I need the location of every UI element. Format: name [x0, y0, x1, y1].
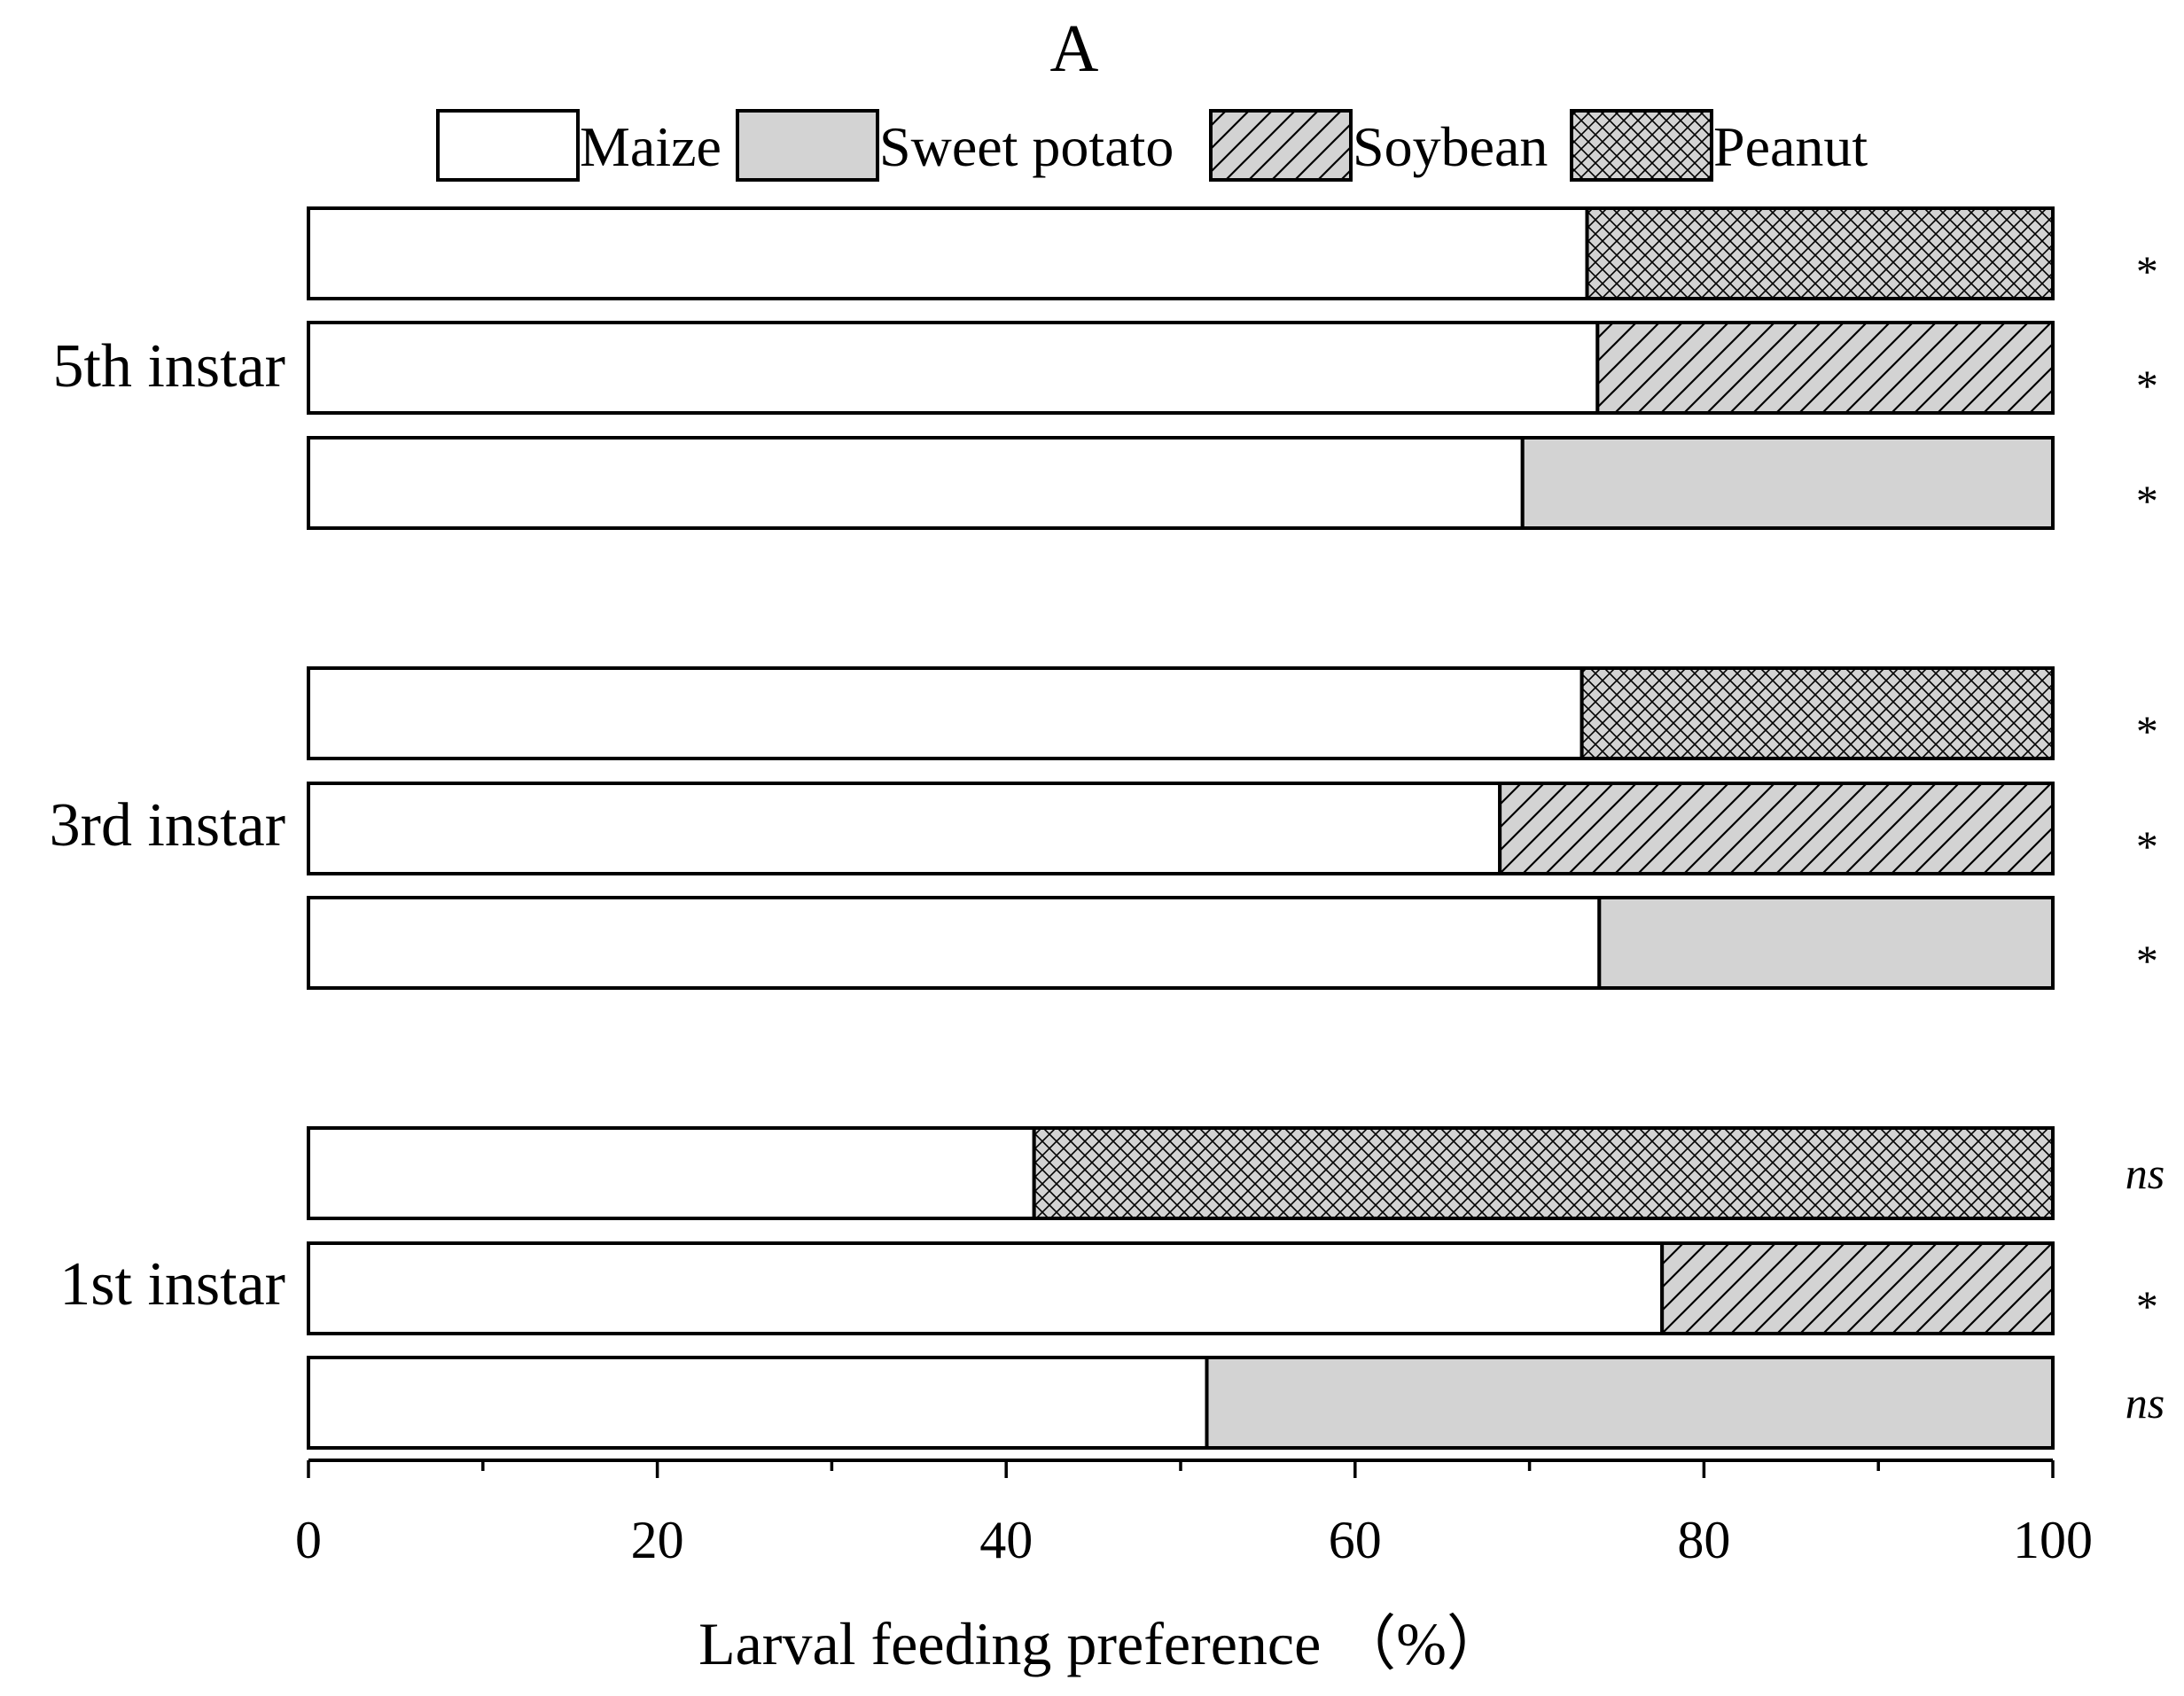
- legend-label-peanut: Peanut: [1713, 115, 1868, 178]
- bar-segment-sweet-potato: [1597, 896, 2055, 990]
- significance-label: *: [2134, 1281, 2157, 1331]
- bar-segment-maize: [307, 1241, 1665, 1335]
- bar-segment-sweet-potato: [1520, 436, 2055, 530]
- significance-labels: * * * * * * ns * ns: [2126, 246, 2164, 1428]
- x-tick-label: 20: [631, 1511, 684, 1569]
- bar-segment-soybean: [1660, 1241, 2055, 1335]
- significance-label: *: [2134, 476, 2157, 525]
- legend-swatch-maize: [436, 109, 580, 182]
- bar-segment-sweet-potato: [1205, 1356, 2055, 1450]
- x-tick-label: 0: [295, 1511, 322, 1569]
- bar-segment-soybean: [1595, 321, 2055, 415]
- x-tick-label: 100: [2013, 1511, 2093, 1569]
- panel-label: A: [1050, 12, 1099, 86]
- significance-label: *: [2134, 821, 2157, 871]
- x-tick-label: 40: [979, 1511, 1033, 1569]
- legend: Maize Sweet potato Soybean Peanut: [436, 109, 1868, 182]
- significance-label: *: [2134, 246, 2157, 296]
- bar-segment-maize: [307, 321, 1600, 415]
- bar-segment-peanut: [1585, 206, 2055, 300]
- group-label: 3rd instar: [50, 791, 285, 860]
- group-label: 5th instar: [53, 332, 285, 401]
- legend-label-soybean: Soybean: [1353, 115, 1548, 178]
- bar-segment-maize: [307, 896, 1602, 990]
- bar-segment-maize: [307, 206, 1589, 300]
- x-axis-title: Larval feeding preference （%）: [698, 1610, 1507, 1677]
- legend-swatch-peanut: [1570, 109, 1713, 182]
- bar-segment-peanut: [1032, 1126, 2055, 1220]
- x-axis: 0 20 40 60 80 100: [295, 1459, 2093, 1569]
- legend-swatch-soybean: [1209, 109, 1353, 182]
- bar-segment-soybean: [1498, 782, 2055, 875]
- significance-label: ns: [2126, 1148, 2164, 1198]
- legend-label-maize: Maize: [580, 115, 722, 178]
- bar-segment-maize: [307, 436, 1525, 530]
- significance-label: *: [2134, 706, 2157, 756]
- legend-swatch-sweet-potato: [736, 109, 879, 182]
- group-label: 1st instar: [59, 1250, 285, 1319]
- bar-segment-maize: [307, 1126, 1036, 1220]
- group-labels: 5th instar 3rd instar 1st instar: [50, 332, 285, 1319]
- significance-label: ns: [2126, 1378, 2164, 1428]
- bar-segment-maize: [307, 782, 1502, 875]
- legend-label-sweet-potato: Sweet potato: [879, 115, 1174, 178]
- bars: [307, 206, 2055, 1450]
- significance-label: *: [2134, 936, 2157, 985]
- bar-segment-maize: [307, 666, 1584, 760]
- x-tick-label: 80: [1677, 1511, 1730, 1569]
- x-tick-label: 60: [1329, 1511, 1382, 1569]
- significance-label: *: [2134, 361, 2157, 410]
- bar-segment-maize: [307, 1356, 1209, 1450]
- bar-segment-peanut: [1580, 666, 2055, 760]
